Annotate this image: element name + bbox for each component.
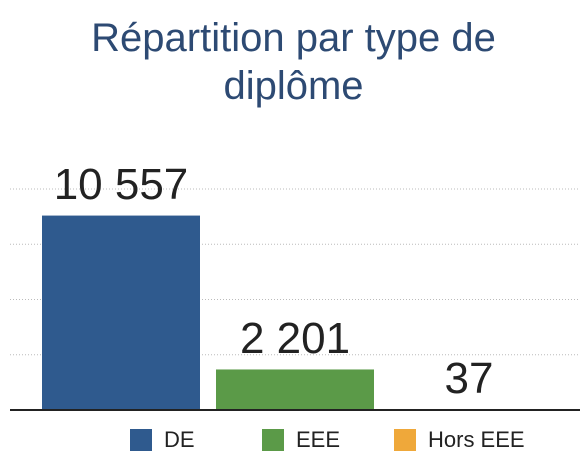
value-label: 2 201 — [240, 314, 350, 363]
legend-label: DE — [164, 427, 195, 452]
bar — [42, 215, 200, 410]
legend-swatch — [394, 429, 416, 451]
chart-title: Répartition par type de diplôme — [91, 16, 496, 108]
bar — [216, 369, 374, 410]
value-label: 10 557 — [54, 160, 189, 209]
legend-label: EEE — [296, 427, 340, 452]
legend-swatch — [262, 429, 284, 451]
legend-swatch — [130, 429, 152, 451]
value-label: 37 — [445, 354, 494, 403]
legend-label: Hors EEE — [428, 427, 525, 452]
